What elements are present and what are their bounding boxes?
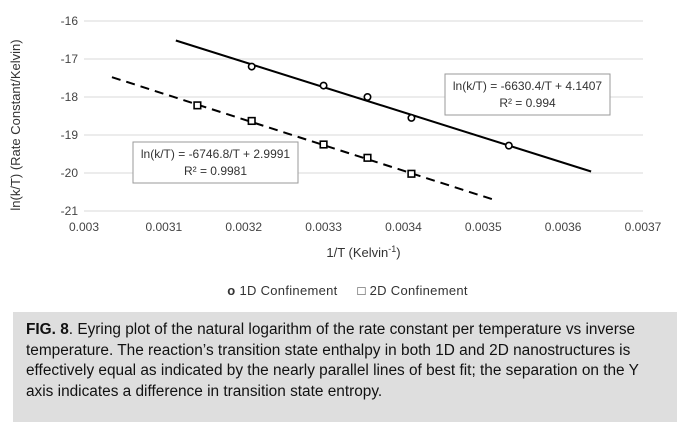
legend-item-1d: o 1D Confinement [227,283,337,298]
figure-caption: FIG. 8. Eyring plot of the natural logar… [13,312,677,422]
data-point-1d [504,141,513,150]
x-tick-label: 0.0031 [146,220,183,234]
y-axis-title: ln(k/T) (Rate Constant/Kelvin) [8,39,23,210]
x-tick-label: 0.0035 [465,220,502,234]
legend-item-2d: □ 2D Confinement [358,283,468,298]
legend-label-2d: 2D Confinement [369,283,468,298]
data-point-2d [247,116,256,126]
y-tick-label: -20 [61,166,79,180]
x-tick-label: 0.0034 [385,220,422,234]
data-point-1d [247,62,256,71]
data-point-1d [407,113,416,122]
chart-legend: o 1D Confinement □ 2D Confinement [0,283,695,298]
caption-label: FIG. 8 [26,321,69,338]
data-point-1d [363,93,372,102]
circle-marker-icon: o [227,283,236,298]
legend-label-1d: 1D Confinement [239,283,338,298]
y-tick-label: -18 [61,90,79,104]
equation-label-2d: ln(k/T) = -6746.8/T + 2.9991 [141,147,291,161]
data-point-1d [319,81,328,90]
equation-box-1d [444,73,611,116]
x-tick-label: 0.0037 [625,220,662,234]
square-marker-icon: □ [357,283,366,298]
data-point-2d [407,169,416,178]
x-axis-title: 1/T (Kelvin-1) [326,244,400,260]
caption-text: . Eyring plot of the natural logarithm o… [26,321,639,400]
y-tick-label: -21 [61,204,79,218]
r2-label-2d: R² = 0.9981 [184,164,247,178]
y-tick-label: -17 [61,52,79,66]
r2-label-1d: R² = 0.994 [499,96,556,110]
y-tick-label: -16 [61,14,79,28]
x-tick-label: 0.0033 [305,220,342,234]
data-point-2d [319,140,328,149]
eyring-plot: -16 -17 -18 -19 -20 -21 0.003 0.0031 0.0032 0.003… [8,14,662,260]
trendline-2d [111,76,496,202]
trendline-1d [175,39,592,173]
x-tick-label: 0.0036 [545,220,582,234]
equation-box-2d [132,141,299,184]
equation-label-1d: ln(k/T) = -6630.4/T + 4.1407 [453,79,603,93]
data-point-2d [363,153,372,162]
x-tick-label: 0.003 [69,220,99,234]
y-tick-label: -19 [61,128,79,142]
x-tick-label: 0.0032 [225,220,262,234]
data-point-2d [193,101,202,110]
